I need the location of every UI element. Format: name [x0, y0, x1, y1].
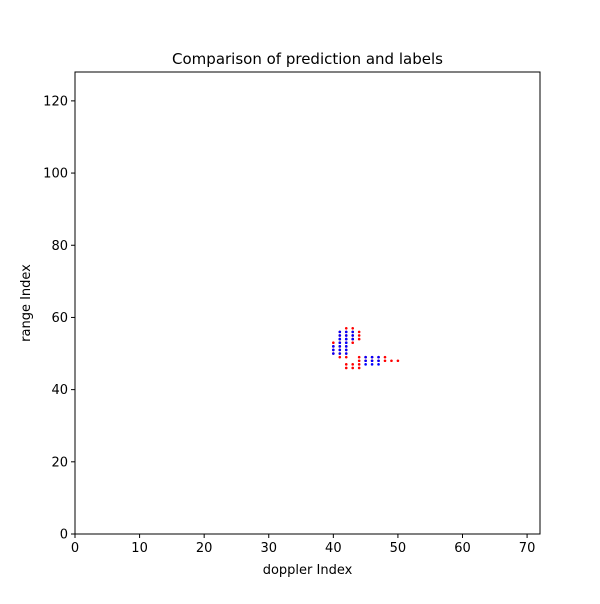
y-tick-label: 120 [43, 94, 68, 109]
scatter-point [351, 334, 355, 337]
scatter-point [351, 337, 355, 341]
y-tick-label: 60 [51, 311, 68, 326]
scatter-point [357, 363, 361, 366]
scatter-point [351, 341, 355, 345]
scatter-point [383, 359, 387, 363]
scatter-point [338, 334, 342, 337]
scatter-point [364, 355, 367, 359]
scatter-point [332, 348, 335, 352]
x-tick-label: 20 [196, 541, 213, 556]
scatter-point [351, 326, 355, 330]
x-tick-label: 60 [454, 541, 471, 556]
plot-area [75, 72, 540, 534]
scatter-point [351, 330, 355, 334]
scatter-series-2 [332, 330, 380, 366]
scatter-point [344, 341, 348, 345]
scatter-point [332, 352, 335, 355]
y-tick-label: 80 [51, 239, 68, 254]
scatter-point [338, 352, 342, 355]
chart-title: Comparison of prediction and labels [172, 50, 443, 68]
scatter-point [351, 366, 355, 370]
scatter-point [338, 341, 342, 345]
scatter-point [344, 330, 348, 334]
scatter-point [390, 359, 393, 363]
scatter-point [357, 337, 361, 341]
scatter-point [344, 355, 348, 359]
y-tick-label: 100 [43, 167, 68, 182]
scatter-point [344, 352, 348, 355]
scatter-point [338, 330, 342, 334]
scatter-point [377, 359, 380, 363]
scatter-point [344, 363, 348, 366]
scatter-point [377, 355, 380, 359]
scatter-point [332, 345, 335, 348]
scatter-point [338, 337, 342, 341]
scatter-point [364, 359, 367, 363]
x-tick-label: 30 [260, 541, 277, 556]
scatter-point [370, 355, 374, 359]
scatter-point [357, 334, 361, 337]
scatter-point [396, 359, 400, 363]
y-axis-ticks: 0 20 40 60 80 100 120 [43, 94, 75, 543]
scatter-point [332, 341, 335, 345]
x-tick-label: 40 [325, 541, 342, 556]
scatter-point [364, 363, 367, 366]
y-tick-label: 40 [51, 383, 68, 398]
scatter-point [357, 330, 361, 334]
scatter-point [383, 355, 387, 359]
scatter-point [351, 363, 355, 366]
scatter-point [344, 337, 348, 341]
scatter-point [344, 348, 348, 352]
y-tick-label: 0 [60, 528, 68, 543]
scatter-point [338, 355, 342, 359]
plot-frame [74, 71, 541, 535]
scatter-point [338, 348, 342, 352]
scatter-point [344, 326, 348, 330]
y-axis-label: range Index [19, 264, 34, 342]
scatter-point [344, 366, 348, 370]
scatter-point [344, 345, 348, 348]
scatter-point [357, 359, 361, 363]
x-tick-label: 50 [390, 541, 407, 556]
points-layer [332, 326, 400, 370]
scatter-point [357, 366, 361, 370]
scatter-point [357, 355, 361, 359]
x-tick-label: 10 [131, 541, 148, 556]
scatter-point [338, 345, 342, 348]
scatter-point [370, 363, 374, 366]
x-axis-label: doppler Index [263, 563, 353, 578]
x-tick-label: 0 [71, 541, 79, 556]
x-axis-ticks: 0 10 20 30 40 50 60 70 [71, 534, 535, 556]
y-tick-label: 20 [51, 455, 68, 470]
x-tick-label: 70 [519, 541, 536, 556]
scatter-point [370, 359, 374, 363]
scatter-point [344, 334, 348, 337]
scatter-point [377, 363, 380, 366]
